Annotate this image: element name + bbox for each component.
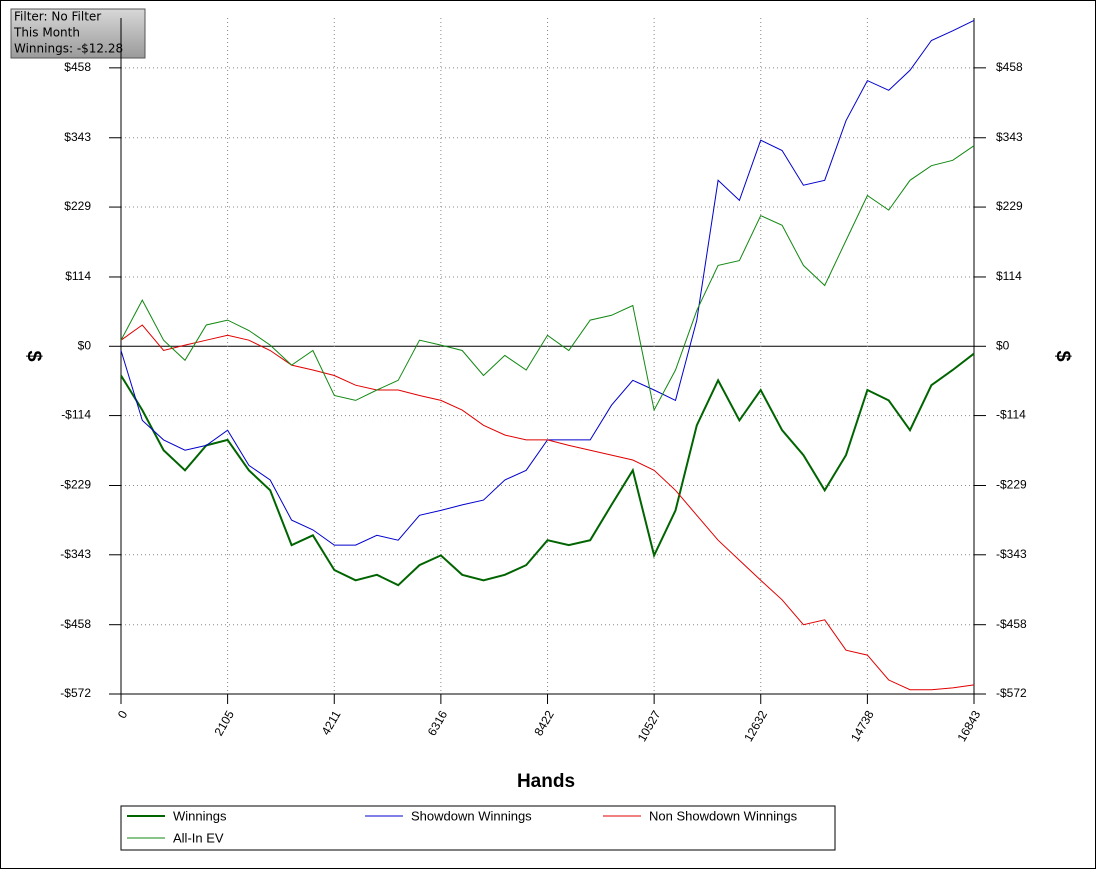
legend-label: Showdown Winnings	[411, 808, 532, 823]
info-text: Winnings: -$12.28	[14, 42, 123, 56]
info-text: Filter: No Filter	[14, 10, 101, 24]
y-tick-label: $229	[64, 199, 91, 213]
y2-tick-label: $0	[996, 338, 1010, 352]
y-tick-label: -$229	[60, 478, 91, 492]
y-tick-label: $114	[65, 269, 91, 283]
info-text: This Month	[13, 26, 80, 40]
y2-tick-label: -$343	[996, 547, 1027, 561]
info-box	[10, 8, 146, 59]
y2-tick-label: -$572	[996, 686, 1027, 700]
y2-tick-label: -$458	[996, 617, 1027, 631]
series-line	[120, 145, 975, 412]
y-tick-label: $0	[78, 338, 92, 352]
y2-tick-label: $229	[996, 199, 1023, 213]
y-tick-label: -$458	[60, 617, 91, 631]
y2-tick-label: -$229	[996, 478, 1027, 492]
series-line	[120, 324, 975, 691]
legend	[120, 805, 836, 851]
y2-tick-label: $458	[996, 60, 1023, 74]
y2-axis-title: $	[1052, 350, 1074, 361]
y-tick-label: -$343	[60, 547, 91, 561]
y-tick-label: $343	[64, 130, 91, 144]
legend-label: All-In EV	[173, 830, 224, 845]
y2-tick-label: -$114	[996, 408, 1026, 422]
legend-label: Non Showdown Winnings	[649, 808, 798, 823]
y-axis-title: $	[23, 350, 45, 361]
y-tick-label: -$114	[61, 408, 91, 422]
x-axis-title: Hands	[517, 771, 575, 792]
y2-tick-label: $343	[996, 130, 1023, 144]
y2-tick-label: $114	[996, 269, 1022, 283]
y-tick-label: $458	[64, 60, 91, 74]
y-tick-label: -$572	[60, 686, 91, 700]
series-line	[120, 352, 975, 587]
legend-label: Winnings	[173, 808, 227, 823]
